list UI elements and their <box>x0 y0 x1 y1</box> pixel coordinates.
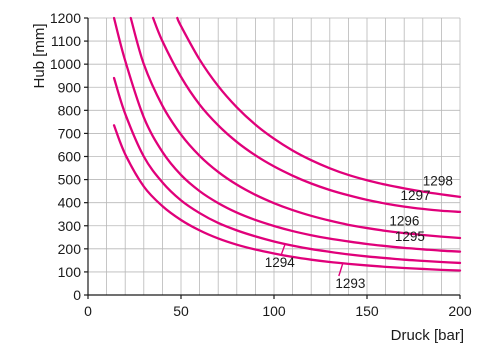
x-tick-label: 150 <box>355 303 379 319</box>
curve-1298 <box>176 16 462 199</box>
y-tick-label: 300 <box>58 218 82 234</box>
curve-label-1293: 1293 <box>335 276 365 291</box>
x-tick-label: 0 <box>84 303 92 319</box>
x-tick-label: 200 <box>448 303 472 319</box>
curve-label-1298: 1298 <box>423 174 453 189</box>
y-tick-label: 200 <box>58 241 82 257</box>
y-tick-label: 600 <box>58 149 82 165</box>
curves <box>112 16 462 272</box>
y-tick-label: 1200 <box>50 10 81 26</box>
x-axis-title: Druck [bar] <box>391 327 464 344</box>
y-tick-label: 700 <box>58 125 82 141</box>
curve-label-1297: 1297 <box>400 188 430 203</box>
curve-1296 <box>129 16 462 240</box>
curve-1297 <box>151 16 462 214</box>
tick-labels: 0100200300400500600700800900100011001200… <box>50 10 472 319</box>
y-axis-title: Hub [mm] <box>31 23 48 88</box>
curve-1294 <box>112 76 462 265</box>
curve-label-leader <box>338 263 344 277</box>
x-tick-label: 100 <box>262 303 286 319</box>
y-tick-label: 0 <box>73 287 81 303</box>
y-tick-label: 100 <box>58 264 82 280</box>
curve-label-leader <box>280 243 286 256</box>
grid <box>88 17 461 295</box>
curve-label-1294: 1294 <box>265 255 296 270</box>
y-tick-label: 900 <box>58 79 82 95</box>
x-tick-label: 50 <box>173 303 189 319</box>
curve-1293 <box>112 124 462 272</box>
y-tick-label: 500 <box>58 172 82 188</box>
y-tick-label: 1100 <box>51 33 81 49</box>
y-tick-label: 400 <box>58 195 82 211</box>
y-tick-label: 1000 <box>50 56 81 72</box>
curve-label-1295: 1295 <box>395 229 425 244</box>
y-tick-label: 800 <box>58 102 82 118</box>
curve-1295 <box>112 16 462 253</box>
curve-label-1296: 1296 <box>389 213 419 228</box>
